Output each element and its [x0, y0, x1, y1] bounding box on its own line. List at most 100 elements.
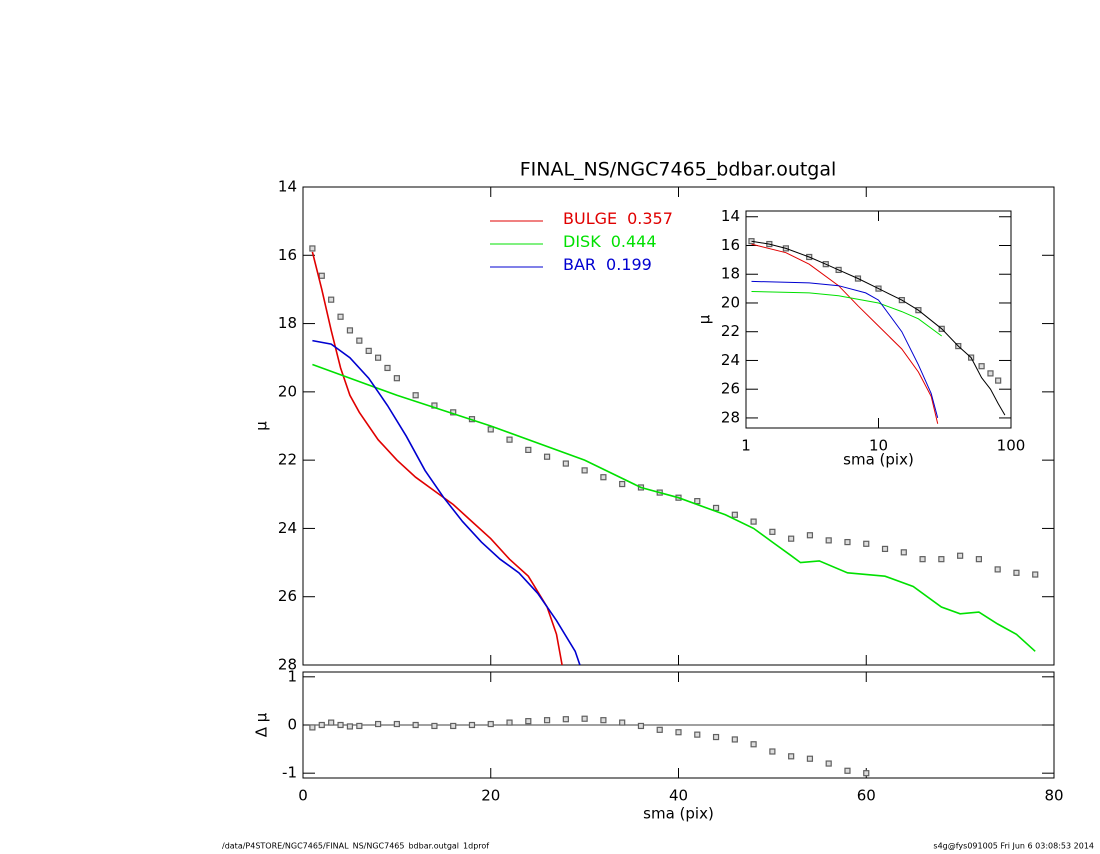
data-point — [328, 296, 335, 303]
data-point — [938, 556, 945, 563]
data-point — [806, 532, 814, 539]
y-axis-label: μ — [696, 314, 714, 324]
data-point — [562, 460, 569, 467]
model-line — [311, 251, 563, 665]
data-point — [712, 504, 720, 512]
data-point — [694, 731, 701, 738]
y-tick-label: 18 — [278, 314, 297, 332]
model-line — [751, 243, 939, 424]
data-point — [506, 719, 513, 726]
data-point — [487, 426, 494, 433]
model-line — [312, 339, 581, 665]
footer-right: s4g@fys091005 Fri Jun 6 03:08:53 2014 — [933, 842, 1094, 851]
data-point — [881, 545, 889, 553]
y-tick-label: 16 — [278, 246, 297, 264]
y-tick-label: 20 — [278, 382, 297, 400]
y-axis-label: μ — [253, 421, 271, 431]
y-tick-label: 26 — [721, 380, 740, 398]
data-point — [487, 720, 494, 728]
data-point — [995, 377, 1002, 384]
model-line — [751, 240, 1006, 416]
data-point — [788, 535, 795, 542]
x-tick-label: 100 — [997, 437, 1026, 455]
plot-frame — [745, 210, 1012, 429]
data-point — [346, 723, 354, 730]
y-tick-label: 24 — [721, 351, 740, 369]
legend-fraction: 0.444 — [611, 232, 657, 251]
data-point — [750, 741, 757, 748]
x-tick-label: 0 — [298, 787, 308, 805]
data-point — [900, 549, 907, 556]
y-axis-label: Δ μ — [253, 712, 271, 737]
x-tick-label: 80 — [1044, 787, 1063, 805]
y-tick-label: 22 — [278, 451, 297, 469]
data-point — [393, 375, 400, 382]
legend-label: BULGE 0.357 — [563, 209, 673, 228]
y-tick-label: 20 — [721, 293, 740, 311]
data-point — [346, 327, 354, 334]
data-point — [450, 722, 457, 730]
data-point — [957, 552, 964, 559]
data-point — [769, 748, 776, 755]
data-point — [1032, 571, 1039, 578]
data-point — [987, 370, 994, 377]
data-point — [581, 715, 588, 722]
data-point — [750, 518, 757, 525]
legend-name: DISK — [563, 232, 601, 251]
x-tick-label: 40 — [669, 787, 688, 805]
data-point — [769, 528, 776, 535]
data-point — [468, 721, 476, 729]
data-point — [581, 467, 588, 474]
y-tick-label: 1 — [287, 667, 297, 685]
x-tick-label: 1 — [741, 437, 751, 455]
data-point — [309, 724, 316, 731]
data-point — [600, 717, 607, 724]
data-point — [412, 721, 419, 729]
x-tick-label: 60 — [857, 787, 876, 805]
data-point — [844, 767, 851, 774]
x-axis-label: sma (pix) — [843, 451, 914, 469]
data-point — [788, 753, 795, 760]
data-point — [975, 556, 983, 563]
legend-name: BAR — [563, 255, 596, 274]
chart-title: FINAL_NS/NGC7465_bdbar.outgal — [520, 159, 837, 181]
data-point — [600, 474, 607, 481]
data-point — [731, 736, 738, 743]
data-point — [506, 436, 513, 443]
data-point — [656, 726, 663, 733]
y-tick-label: 14 — [278, 178, 297, 196]
data-point — [525, 718, 532, 725]
model-line — [751, 291, 942, 337]
data-point — [863, 770, 870, 777]
plot-area — [309, 715, 870, 777]
data-point — [365, 347, 372, 354]
plot-area — [748, 238, 1006, 424]
data-point — [994, 566, 1001, 573]
data-point — [806, 755, 814, 762]
legend-label: BAR 0.199 — [563, 255, 652, 274]
data-point — [525, 446, 532, 453]
data-point — [318, 721, 325, 729]
data-point — [731, 511, 738, 518]
data-point — [375, 720, 382, 728]
data-point — [337, 313, 344, 320]
data-point — [543, 717, 551, 724]
data-point — [978, 363, 985, 370]
data-point — [356, 337, 363, 344]
data-point — [712, 733, 720, 741]
data-point — [844, 538, 851, 546]
legend-fraction: 0.199 — [606, 255, 652, 274]
legend-label: DISK 0.444 — [563, 232, 657, 251]
x-tick-label: 10 — [869, 437, 888, 455]
y-tick-label: 22 — [721, 322, 740, 340]
data-point — [384, 364, 391, 372]
data-point — [431, 722, 438, 730]
data-point — [356, 722, 363, 730]
model-line — [751, 280, 939, 419]
data-point — [328, 719, 335, 726]
data-point — [375, 354, 382, 361]
plot-area — [309, 245, 1039, 665]
data-point — [694, 498, 701, 505]
data-point — [337, 721, 344, 729]
